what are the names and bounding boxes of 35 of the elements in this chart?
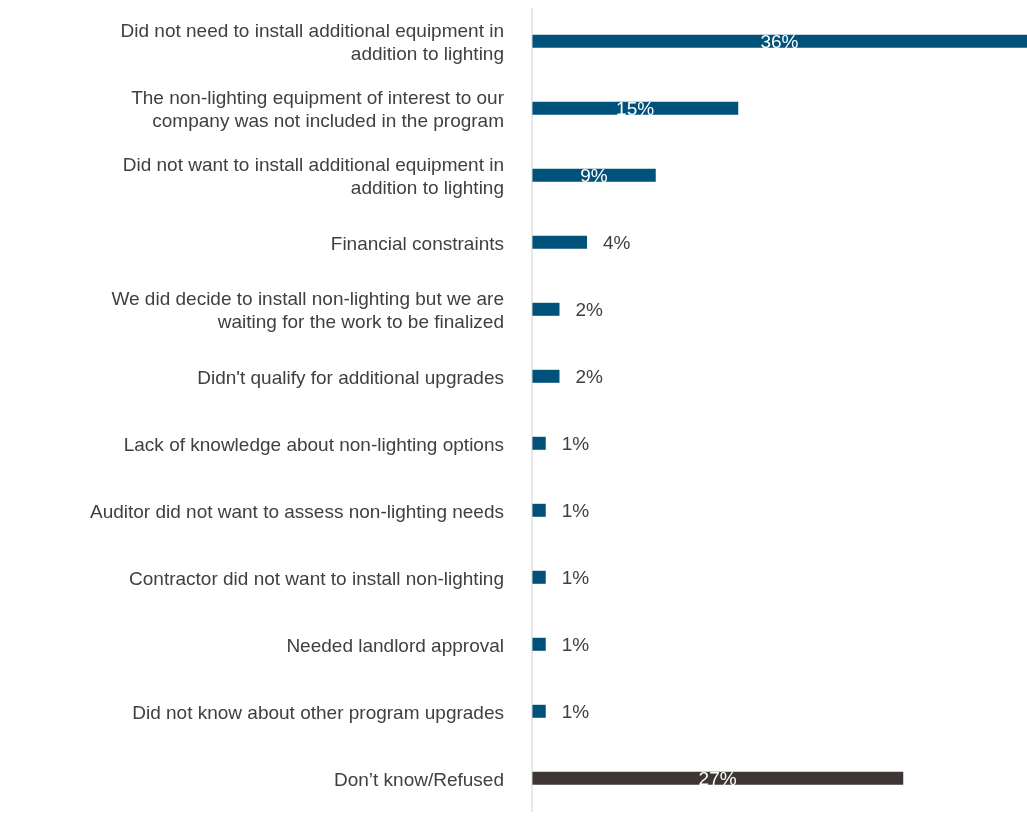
bar [532, 436, 546, 450]
data-label: 15% [616, 97, 655, 119]
bar [532, 235, 587, 249]
data-label: 2% [575, 365, 604, 387]
data-label: 27% [698, 767, 737, 789]
data-label: 1% [561, 700, 590, 722]
y-tick-label: Lack of knowledge about non-lighting options [123, 433, 504, 454]
y-tick-label: Did not want to install additional equipment in addition to lighting [122, 153, 504, 198]
y-tick-label: The non-lighting equipment of interest to our company was not included in the program [131, 86, 505, 131]
data-label: 36% [760, 30, 799, 52]
data-label: 1% [561, 432, 590, 454]
bar [532, 34, 1027, 48]
data-label: 4% [603, 231, 631, 253]
data-label: 1% [561, 566, 590, 588]
y-tick-label: We did decide to install non-lighting but we are waiting for the work to be finalized [111, 287, 504, 332]
bar [532, 503, 546, 517]
data-label: 2% [575, 298, 604, 320]
data-label: 1% [561, 633, 590, 655]
y-tick-label: Didn't qualify for additional upgrades [197, 366, 504, 387]
y-tick-label: Auditor did not want to assess non-lighting needs [89, 500, 504, 521]
bar [532, 570, 546, 584]
bar [532, 369, 560, 383]
data-label: 9% [580, 164, 608, 186]
y-tick-label: Did not need to install additional equipment in addition to lighting [120, 19, 504, 64]
bar [532, 771, 904, 785]
y-tick-label: Needed landlord approval [286, 634, 504, 655]
bar [532, 637, 546, 651]
bar [532, 302, 560, 316]
data-label: 1% [561, 499, 590, 521]
y-tick-label: Financial constraints [330, 232, 504, 253]
y-tick-label: Don’t know/Refused [333, 768, 504, 789]
bar [532, 704, 546, 718]
y-tick-label: Contractor did not want to install non-lighting [129, 567, 504, 588]
y-tick-label: Did not know about other program upgrades [132, 701, 504, 722]
bar [532, 101, 739, 115]
